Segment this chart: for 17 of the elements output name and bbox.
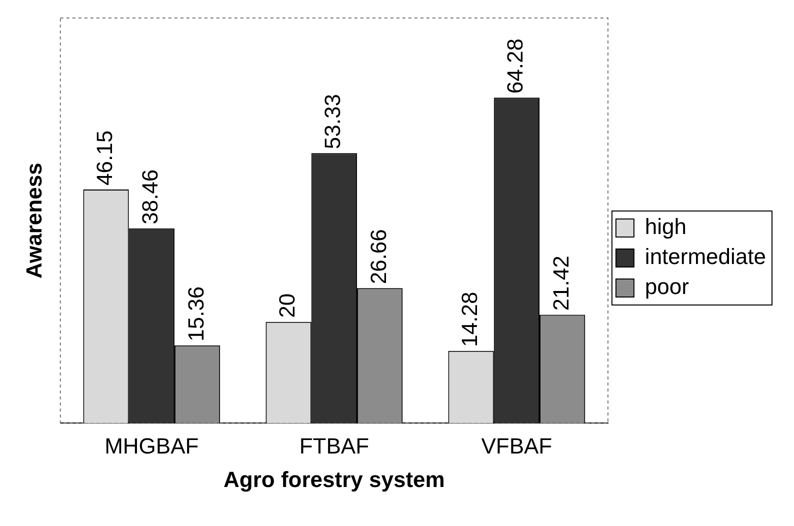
y-axis-title: Awareness [21,162,46,278]
x-tick-label: MHGBAF [104,433,199,458]
data-label: 20 [274,293,300,318]
x-tick-label: VFBAF [481,433,552,458]
legend-label: high [644,214,687,240]
legend-label: poor [644,274,689,300]
data-label: 53.33 [320,94,346,150]
data-label: 38.46 [138,169,163,224]
data-label: 26.66 [366,229,391,284]
data-label: 64.28 [502,38,528,94]
data-label: 21.42 [548,256,574,311]
data-label: 15.36 [183,286,208,342]
data-label: 14.28 [457,292,482,347]
legend-label: intermediate [644,244,766,270]
x-axis-title: Agro forestry system [224,466,445,492]
x-tick-label: FTBAF [299,433,370,458]
data-label: 46.15 [92,130,118,186]
